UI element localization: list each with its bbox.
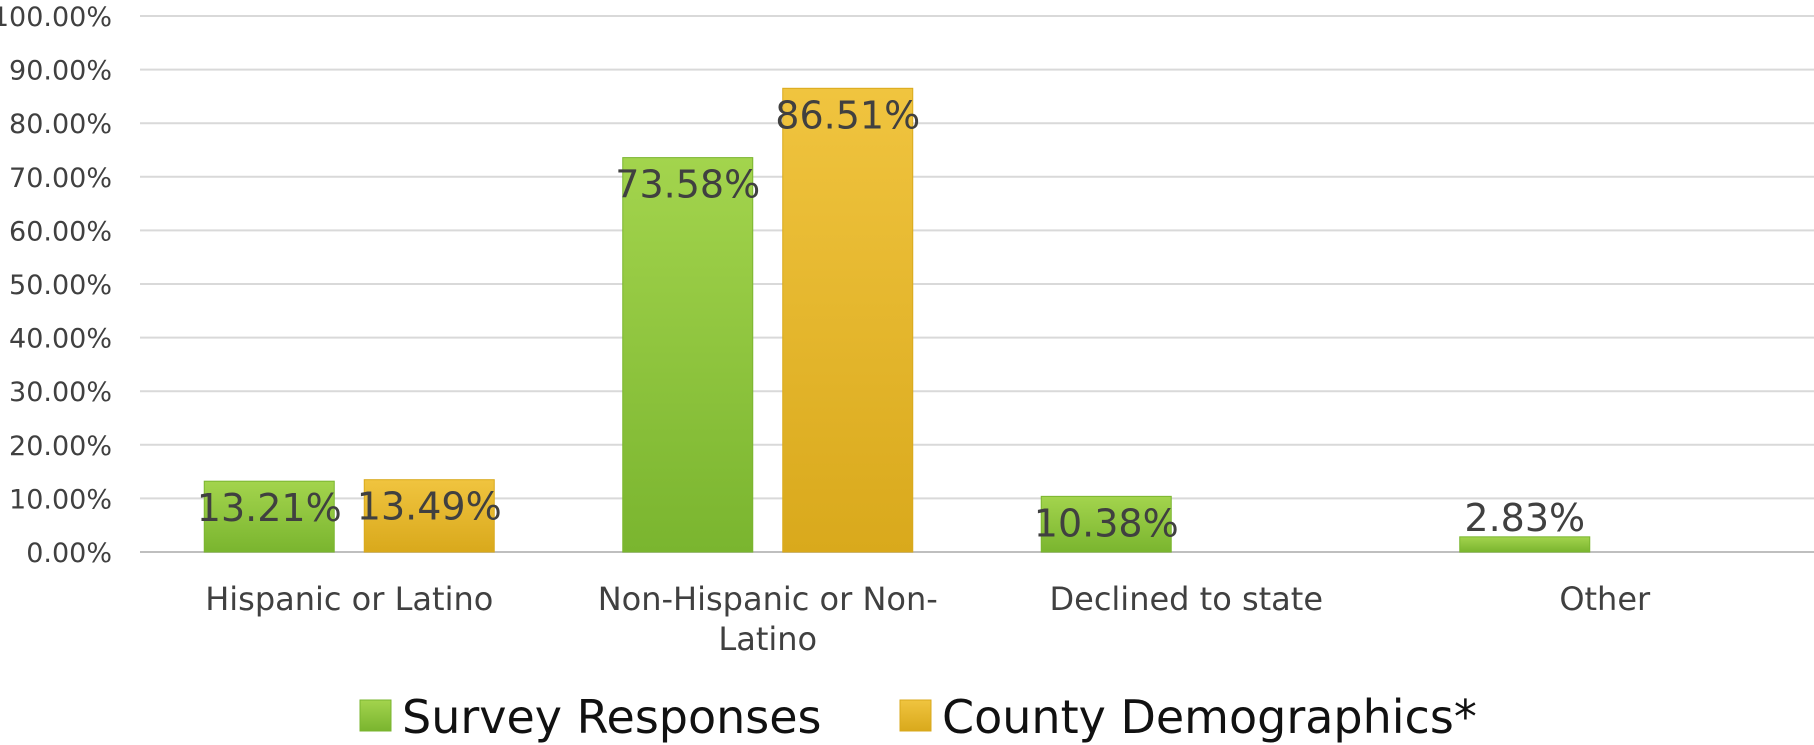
- legend-item-county-demographics: County Demographics*: [899, 690, 1477, 744]
- bar-survey-responses-1: [622, 157, 754, 553]
- bar-survey-responses-2: [1040, 495, 1172, 553]
- bar-survey-responses-0: [203, 480, 335, 553]
- legend-swatch: [899, 699, 932, 732]
- y-tick-label: 70.00%: [9, 163, 112, 194]
- data-labels: 13.21% 13.49% 73.58% 86.51% 10.38% 2.83%: [197, 93, 1585, 545]
- y-axis-ticks: 0.00% 10.00% 20.00% 30.00% 40.00% 50.00% 60.00…: [0, 2, 112, 569]
- bar-survey-responses-3: [1459, 536, 1591, 553]
- y-tick-label: 50.00%: [9, 270, 112, 301]
- bar-county-demographics-1: [782, 87, 914, 553]
- gridlines: [140, 15, 1814, 553]
- legend-item-survey-responses: Survey Responses: [359, 690, 822, 744]
- data-label: 13.21%: [197, 486, 342, 530]
- legend-swatch: [359, 699, 392, 732]
- bars: [203, 87, 1591, 553]
- data-label: 86.51%: [775, 93, 920, 137]
- x-category-label: Declined to state: [1049, 580, 1323, 618]
- data-label: 10.38%: [1034, 501, 1179, 545]
- y-tick-label: 10.00%: [9, 484, 112, 515]
- y-tick-label: 80.00%: [9, 109, 112, 140]
- x-axis-categories: Hispanic or Latino Non-Hispanic or Non-La…: [205, 580, 1651, 658]
- x-category-label: Hispanic or Latino: [205, 580, 493, 618]
- y-tick-label: 20.00%: [9, 431, 112, 462]
- bar-county-demographics-0: [363, 479, 495, 553]
- y-tick-label: 60.00%: [9, 216, 112, 247]
- y-tick-label: 30.00%: [9, 377, 112, 408]
- y-tick-label: 90.00%: [9, 56, 112, 87]
- y-tick-label: 40.00%: [9, 324, 112, 355]
- legend-label: Survey Responses: [402, 690, 822, 744]
- x-category-label: Other: [1559, 580, 1651, 618]
- y-tick-label: 0.00%: [26, 538, 112, 569]
- legend-label: County Demographics*: [942, 690, 1477, 744]
- data-label: 73.58%: [615, 163, 760, 207]
- data-label: 13.49%: [357, 485, 502, 529]
- data-label: 2.83%: [1464, 496, 1585, 540]
- legend: Survey Responses County Demographics*: [359, 690, 1477, 744]
- y-tick-label: 100.00%: [0, 2, 112, 33]
- x-category-label: Non-Hispanic or Non-Latino: [598, 580, 938, 658]
